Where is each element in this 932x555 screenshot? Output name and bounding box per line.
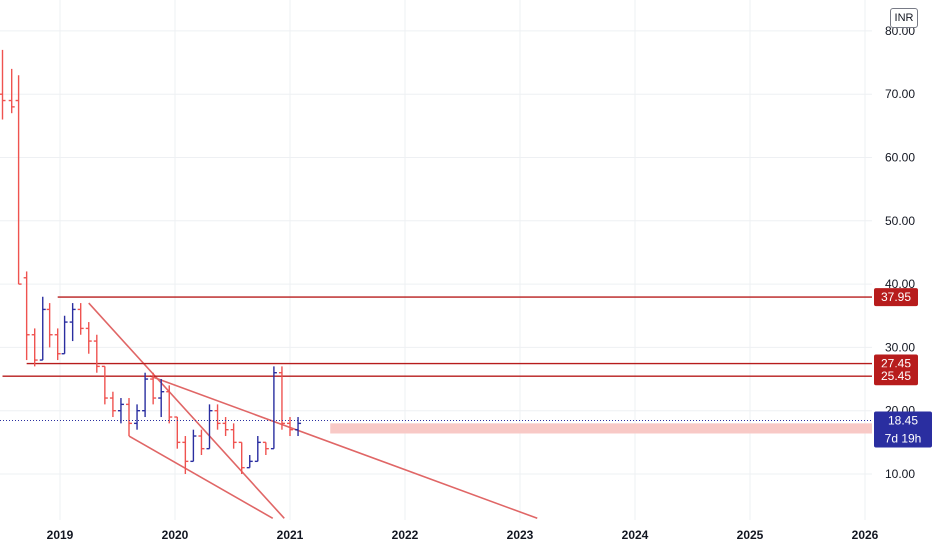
time-axis-background[interactable] — [0, 520, 872, 550]
x-tick-label: 2025 — [737, 528, 764, 542]
countdown-label: 7d 19h — [885, 432, 922, 446]
time-axis[interactable]: 2019 2020 2021 2022 2023 2024 2025 2026 — [47, 528, 879, 542]
currency-badge[interactable]: INR — [890, 8, 918, 28]
trendline[interactable] — [88, 302, 285, 519]
x-tick-label: 2023 — [507, 528, 534, 542]
x-tick-label: 2024 — [622, 528, 649, 542]
trendlines[interactable] — [88, 302, 538, 520]
ohlc-bars — [0, 49, 302, 474]
current-price-label: 18.45 — [888, 414, 918, 428]
support-zone — [330, 423, 872, 434]
current-price-tag — [874, 411, 932, 448]
y-tick-label: 10.00 — [885, 467, 915, 481]
y-tick-label: 60.00 — [885, 151, 915, 165]
trendline[interactable] — [149, 375, 538, 520]
y-tick-label: 70.00 — [885, 87, 915, 101]
x-tick-label: 2022 — [392, 528, 419, 542]
trendline[interactable] — [128, 435, 274, 520]
horizontal-levels[interactable] — [2, 296, 873, 377]
level-tag-label: 25.45 — [881, 369, 911, 383]
x-tick-label: 2019 — [47, 528, 74, 542]
zone-layer — [330, 423, 872, 434]
y-tick-label: 50.00 — [885, 214, 915, 228]
y-tick-label: 30.00 — [885, 340, 915, 354]
x-tick-label: 2021 — [277, 528, 304, 542]
x-tick-label: 2020 — [162, 528, 189, 542]
x-tick-label: 2026 — [852, 528, 879, 542]
y-tick-label: 40.00 — [885, 277, 915, 291]
level-tag — [874, 367, 918, 386]
level-tag — [874, 288, 918, 307]
level-tag-label: 27.45 — [881, 357, 911, 371]
level-tag-label: 37.95 — [881, 290, 911, 304]
